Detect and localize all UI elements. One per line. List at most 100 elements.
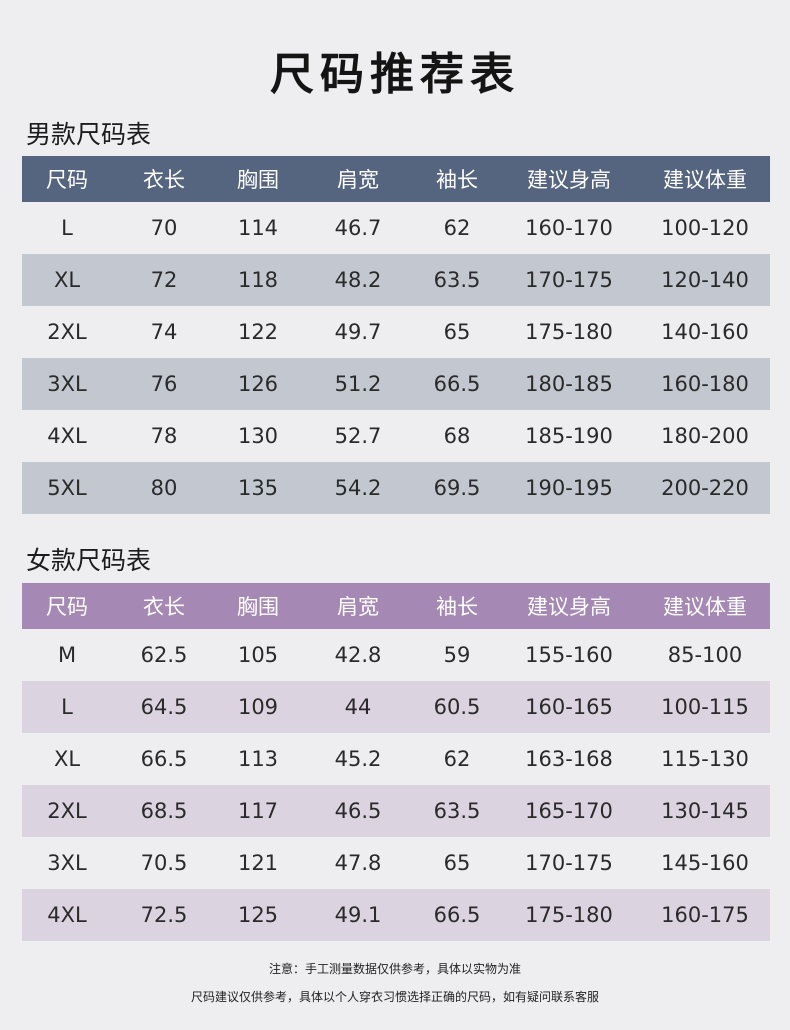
table-cell: 175-180 xyxy=(525,320,613,344)
table-cell: 160-180 xyxy=(661,372,749,396)
table-row: M 62.5 105 42.8 59 155-160 85-100 xyxy=(22,629,770,681)
table-cell: 65 xyxy=(443,320,471,344)
table-row: 4XL 72.5 125 49.1 66.5 175-180 160-175 xyxy=(22,889,770,941)
header-height: 建议身高 xyxy=(527,595,611,619)
table-cell: 62.5 xyxy=(140,643,188,667)
table-cell: 4XL xyxy=(47,424,87,448)
measurement-note: 注意：手工测量数据仅供参考，具体以实物为准 xyxy=(268,962,521,976)
table-cell: 59 xyxy=(443,643,471,667)
header-length: 衣长 xyxy=(143,168,185,192)
table-cell: L xyxy=(61,695,73,719)
page-title: 尺码推荐表 xyxy=(270,49,520,100)
table-cell: 160-175 xyxy=(661,903,749,927)
table-cell: 190-195 xyxy=(525,476,613,500)
table-row: L 70 114 46.7 62 160-170 100-120 xyxy=(22,202,770,254)
header-height: 建议身高 xyxy=(527,168,611,192)
table-row: XL 66.5 113 45.2 62 163-168 115-130 xyxy=(22,733,770,785)
table-cell: 180-185 xyxy=(525,372,613,396)
table-cell: 185-190 xyxy=(525,424,613,448)
table-cell: 66.5 xyxy=(433,372,481,396)
table-cell: 125 xyxy=(237,903,279,927)
table-cell: 60.5 xyxy=(433,695,481,719)
table-row: L 64.5 109 44 60.5 160-165 100-115 xyxy=(22,681,770,733)
table-cell: 42.8 xyxy=(334,643,382,667)
table-cell: 100-120 xyxy=(661,216,749,240)
header-sleeve: 袖长 xyxy=(436,168,478,192)
table-cell: 49.1 xyxy=(334,903,382,927)
table-cell: L xyxy=(61,216,73,240)
table-cell: 135 xyxy=(237,476,279,500)
table-cell: 200-220 xyxy=(661,476,749,500)
table-cell: 130 xyxy=(237,424,279,448)
table-cell: 48.2 xyxy=(334,268,382,292)
table-cell: 160-165 xyxy=(525,695,613,719)
table-cell: 145-160 xyxy=(661,851,749,875)
table-cell: 65 xyxy=(443,851,471,875)
table-row: 4XL 78 130 52.7 68 185-190 180-200 xyxy=(22,410,770,462)
table-cell: 4XL xyxy=(47,903,87,927)
header-chest: 胸围 xyxy=(237,168,279,192)
table-cell: 62 xyxy=(443,216,471,240)
table-cell: 46.7 xyxy=(334,216,382,240)
table-row: 3XL 70.5 121 47.8 65 170-175 145-160 xyxy=(22,837,770,889)
table-row: 5XL 80 135 54.2 69.5 190-195 200-220 xyxy=(22,462,770,514)
women-size-table: 尺码 衣长 胸围 肩宽 袖长 建议身高 建议体重 M 62.5 105 42.8 59 1… xyxy=(22,583,770,941)
table-cell: 78 xyxy=(150,424,178,448)
table-cell: XL xyxy=(53,268,81,292)
table-cell: 163-168 xyxy=(525,747,613,771)
table-cell: 126 xyxy=(237,372,279,396)
table-cell: 47.8 xyxy=(334,851,382,875)
table-cell: 68.5 xyxy=(140,799,188,823)
table-cell: 5XL xyxy=(47,476,87,500)
header-chest: 胸围 xyxy=(237,595,279,619)
header-size: 尺码 xyxy=(46,595,88,619)
table-cell: 62 xyxy=(443,747,471,771)
table-cell: 3XL xyxy=(47,372,87,396)
table-cell: XL xyxy=(53,747,81,771)
header-weight: 建议体重 xyxy=(663,595,747,619)
men-size-table: 尺码 衣长 胸围 肩宽 袖长 建议身高 建议体重 L 70 114 46.7 62 160… xyxy=(22,156,770,514)
table-cell: 72 xyxy=(150,268,178,292)
table-cell: 113 xyxy=(237,747,279,771)
table-cell: 114 xyxy=(237,216,279,240)
size-advice-note: 尺码建议仅供参考，具体以个人穿衣习惯选择正确的尺码，如有疑问联系客服 xyxy=(190,990,599,1004)
table-header-row: 尺码 衣长 胸围 肩宽 袖长 建议身高 建议体重 xyxy=(22,156,770,202)
table-cell: 170-175 xyxy=(525,268,613,292)
table-cell: 155-160 xyxy=(525,643,613,667)
table-cell: 100-115 xyxy=(661,695,749,719)
header-weight: 建议体重 xyxy=(663,168,747,192)
table-cell: 105 xyxy=(237,643,279,667)
table-cell: 72.5 xyxy=(140,903,188,927)
table-cell: 54.2 xyxy=(334,476,382,500)
table-cell: 175-180 xyxy=(525,903,613,927)
table-cell: 170-175 xyxy=(525,851,613,875)
header-shoulder: 肩宽 xyxy=(337,595,379,619)
table-cell: 49.7 xyxy=(334,320,382,344)
table-cell: 44 xyxy=(344,695,372,719)
table-cell: 115-130 xyxy=(661,747,749,771)
table-cell: 117 xyxy=(237,799,279,823)
table-header-row: 尺码 衣长 胸围 肩宽 袖长 建议身高 建议体重 xyxy=(22,583,770,629)
table-cell: 121 xyxy=(237,851,279,875)
table-cell: 122 xyxy=(237,320,279,344)
table-cell: 63.5 xyxy=(433,799,481,823)
table-row: 3XL 76 126 51.2 66.5 180-185 160-180 xyxy=(22,358,770,410)
table-cell: 2XL xyxy=(47,320,87,344)
table-row: XL 72 118 48.2 63.5 170-175 120-140 xyxy=(22,254,770,306)
table-cell: M xyxy=(57,643,77,667)
table-cell: 45.2 xyxy=(334,747,382,771)
table-cell: 64.5 xyxy=(140,695,188,719)
table-cell: 80 xyxy=(150,476,178,500)
table-cell: 180-200 xyxy=(661,424,749,448)
table-cell: 2XL xyxy=(47,799,87,823)
table-row: 2XL 68.5 117 46.5 63.5 165-170 130-145 xyxy=(22,785,770,837)
table-cell: 160-170 xyxy=(525,216,613,240)
header-length: 衣长 xyxy=(143,595,185,619)
table-cell: 120-140 xyxy=(661,268,749,292)
table-cell: 76 xyxy=(150,372,178,396)
table-cell: 130-145 xyxy=(661,799,749,823)
header-sleeve: 袖长 xyxy=(436,595,478,619)
table-cell: 165-170 xyxy=(525,799,613,823)
table-row: 2XL 74 122 49.7 65 175-180 140-160 xyxy=(22,306,770,358)
table-cell: 68 xyxy=(443,424,471,448)
